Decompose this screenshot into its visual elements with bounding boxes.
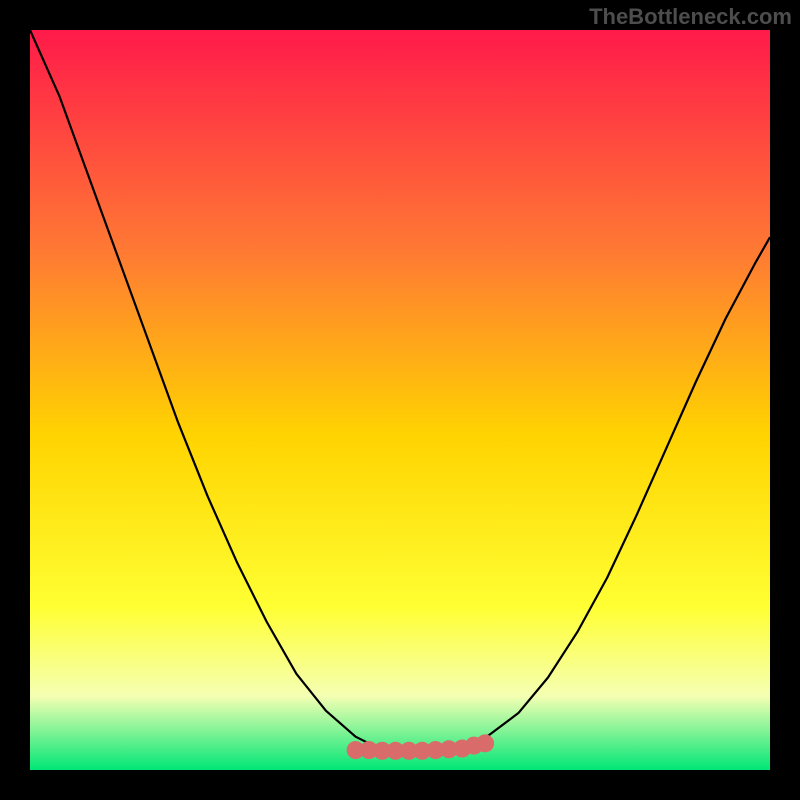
watermark-text: TheBottleneck.com xyxy=(589,4,792,30)
bottleneck-chart: TheBottleneck.com xyxy=(0,0,800,800)
plot-area xyxy=(30,30,770,770)
chart-svg xyxy=(0,0,800,800)
optimal-dot xyxy=(476,734,494,752)
